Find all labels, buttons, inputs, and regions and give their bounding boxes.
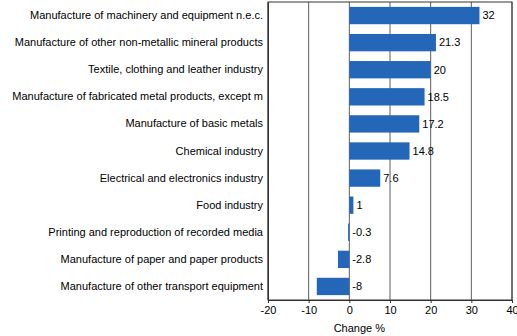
data-label: -0.3: [352, 226, 371, 238]
x-tick-mark: [309, 300, 310, 303]
y-tick: Manufacture of other non-metallic minera…: [15, 36, 268, 48]
x-tick-mark: [390, 300, 391, 303]
data-label: 18.5: [428, 91, 449, 103]
data-label: 7.6: [383, 172, 398, 184]
y-tick: Manufacture of other transport equipment: [61, 280, 268, 292]
plot-frame: [268, 2, 512, 300]
y-tick-label: Manufacture of fabricated metal products…: [12, 90, 263, 102]
chart: 32 21.3 20 18.5 17.2 14.8 7.6 1 -0.3 -2.8 -8 -20 -10…: [0, 0, 517, 336]
x-axis-line: [269, 301, 513, 304]
bar: [349, 115, 419, 132]
x-tick-label: 30: [466, 304, 478, 316]
x-axis-title: Change %: [334, 322, 386, 334]
x-tick: 30: [466, 300, 478, 316]
bar: [349, 197, 353, 214]
x-tick-label: 10: [384, 304, 396, 316]
x-tick: -20: [261, 300, 277, 316]
y-tick: Manufacture of fabricated metal products…: [12, 90, 268, 102]
y-tick-label: Food industry: [196, 199, 263, 211]
y-tick-label: Printing and reproduction of recorded me…: [48, 226, 264, 238]
y-axis: Manufacture of machinery and equipment n…: [12, 3, 268, 301]
bar: [349, 88, 424, 105]
bar: [349, 7, 479, 24]
bar: [338, 251, 349, 268]
x-tick-label: 40: [506, 304, 517, 316]
bars: [317, 7, 480, 295]
y-tick: Printing and reproduction of recorded me…: [48, 226, 268, 238]
y-tick-label: Chemical industry: [176, 145, 264, 157]
y-tick-label: Electrical and electronics industry: [100, 172, 264, 184]
y-tick: Electrical and electronics industry: [100, 172, 268, 184]
data-label: -2.8: [352, 253, 371, 265]
data-label: 20: [434, 64, 446, 76]
y-tick-label: Textile, clothing and leather industry: [88, 63, 263, 75]
bar-group: [317, 7, 480, 295]
bar: [349, 169, 380, 186]
data-label: 32: [482, 9, 494, 21]
x-tick-mark: [349, 300, 350, 303]
x-axis: -20 -10 0 10 20 30 40: [261, 300, 517, 316]
x-tick-mark: [471, 300, 472, 303]
grid: [268, 2, 512, 300]
bar: [349, 142, 409, 159]
bar: [317, 278, 350, 295]
y-tick: Manufacture of machinery and equipment n…: [30, 9, 268, 21]
y-tick-label: Manufacture of paper and paper products: [61, 253, 264, 265]
bar: [349, 61, 430, 78]
bar: [349, 34, 436, 51]
x-tick-label: -20: [261, 304, 277, 316]
grid-line: [308, 2, 309, 300]
data-label: 1: [356, 199, 362, 211]
x-tick-label: -10: [301, 304, 317, 316]
y-tick-label: Manufacture of machinery and equipment n…: [30, 9, 263, 21]
x-tick: 20: [425, 300, 437, 316]
data-label: -8: [352, 280, 362, 292]
x-tick: 40: [506, 300, 517, 316]
x-tick: 0: [347, 300, 353, 316]
x-tick-mark: [512, 300, 513, 303]
y-tick: Manufacture of basic metals: [125, 117, 268, 129]
y-tick: Food industry: [196, 199, 268, 211]
data-label: 17.2: [422, 118, 443, 130]
plot: 32 21.3 20 18.5 17.2 14.8 7.6 1 -0.3 -2.8 -8 -20 -10…: [12, 2, 517, 316]
data-label: 14.8: [413, 145, 434, 157]
y-tick: Chemical industry: [176, 145, 268, 157]
grid-line: [471, 2, 472, 300]
y-tick: Textile, clothing and leather industry: [88, 63, 268, 75]
x-tick: 10: [384, 300, 396, 316]
y-tick-label: Manufacture of other transport equipment: [61, 280, 263, 292]
y-tick-label: Manufacture of basic metals: [125, 117, 263, 129]
x-tick-mark: [431, 300, 432, 303]
data-label: 21.3: [439, 36, 460, 48]
y-axis-line: [268, 3, 269, 301]
x-tick-label: 0: [347, 304, 353, 316]
y-tick-label: Manufacture of other non-metallic minera…: [15, 36, 264, 48]
x-tick: -10: [301, 300, 317, 316]
y-tick: Manufacture of paper and paper products: [61, 253, 268, 265]
bar: [348, 224, 349, 241]
x-tick-label: 20: [425, 304, 437, 316]
